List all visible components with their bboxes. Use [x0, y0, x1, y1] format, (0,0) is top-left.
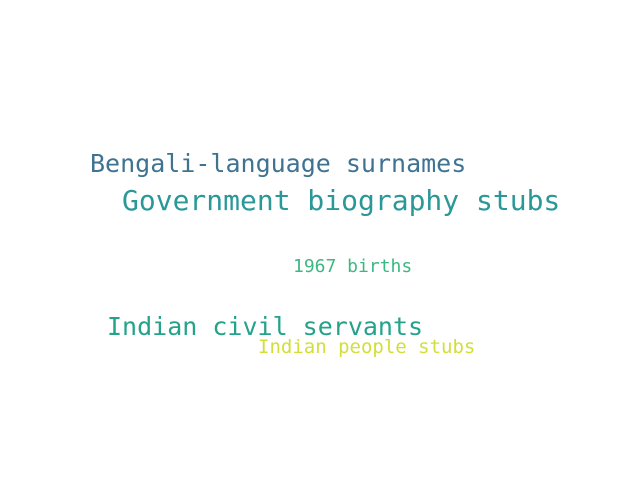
word-government-biography-stubs: Government biography stubs [122, 184, 561, 217]
word-indian-people-stubs: Indian people stubs [258, 336, 476, 358]
word-bengali-language-surnames: Bengali-language surnames [90, 149, 467, 178]
word-1967-births: 1967 births [293, 256, 413, 277]
word-indian-civil-servants: Indian civil servants [107, 312, 424, 341]
